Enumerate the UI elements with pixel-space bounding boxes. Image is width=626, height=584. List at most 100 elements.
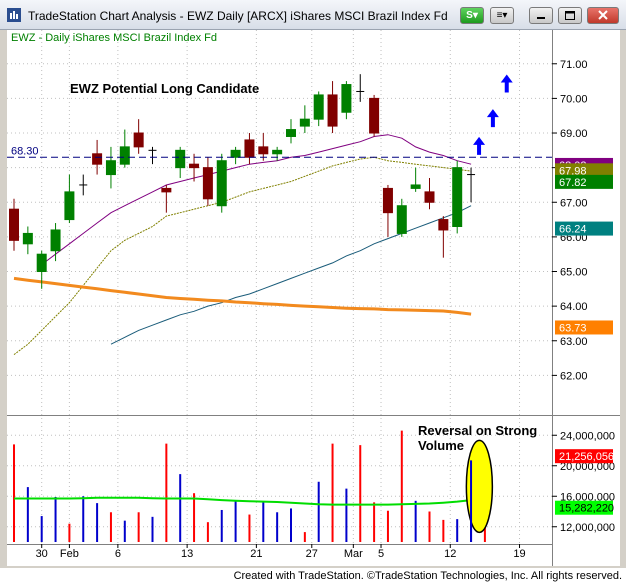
- candle-body: [105, 160, 116, 176]
- date-tick-label: 19: [513, 548, 525, 560]
- candle-body: [258, 146, 269, 155]
- candle-body: [50, 229, 61, 252]
- candle-body: [369, 97, 380, 134]
- moving-average-line-3: [110, 205, 472, 345]
- candle-body: [189, 163, 200, 169]
- date-axis-background: [7, 544, 620, 566]
- candle-body: [313, 94, 324, 120]
- tradestation-app-icon: [7, 8, 21, 22]
- date-tick-label: 13: [181, 548, 193, 560]
- candle-body: [424, 191, 435, 203]
- candle-body: [36, 253, 47, 273]
- chart-header-label: EWZ - Daily iShares MSCI Brazil Index Fd: [11, 32, 217, 44]
- price-tick-label: 69.00: [560, 128, 588, 140]
- candle-body: [396, 205, 407, 234]
- chart-area[interactable]: 68.30 62.0063.0064.0065.0066.0067.0068.0…: [0, 30, 626, 568]
- candle-body: [341, 84, 352, 113]
- candle-body: [64, 191, 75, 221]
- reference-line: 68.30: [7, 145, 552, 158]
- candlesticks: [9, 74, 476, 289]
- close-icon: [598, 10, 608, 20]
- arrows: [473, 74, 513, 155]
- volume-tag-1-box: [555, 449, 613, 464]
- price-tag-3-label: 67.82: [559, 177, 587, 189]
- reference-line-label: 68.30: [11, 145, 39, 157]
- candle-body: [299, 118, 310, 127]
- price-tag-2-label: 67.98: [559, 165, 587, 177]
- moving-average-line-1: [41, 134, 472, 265]
- candle-body: [202, 167, 213, 200]
- volume-bars: [13, 430, 494, 542]
- volume-tick-label: 24,000,000: [560, 430, 615, 442]
- candle-body: [175, 149, 186, 169]
- candle-body: [133, 132, 144, 148]
- volume-tag-1-label: 21,256,056: [559, 451, 614, 463]
- price-tags: 68.0267.9867.8266.2463.7321,256,05615,28…: [555, 157, 614, 515]
- date-tick-label: 21: [250, 548, 262, 560]
- price-tick-label: 65.00: [560, 267, 588, 279]
- candle-body: [244, 139, 255, 158]
- date-tick-label: 30: [36, 548, 48, 560]
- price-tick-label: 67.00: [560, 197, 588, 209]
- candle-body: [9, 208, 19, 241]
- candle-body: [22, 232, 33, 245]
- up-arrow-icon: [486, 109, 499, 128]
- candle-body: [438, 219, 449, 231]
- price-tag-3-box: [555, 174, 613, 189]
- volume-tick-label: 16,000,000: [560, 491, 615, 503]
- price-tick-label: 70.00: [560, 93, 588, 105]
- up-arrow-icon: [473, 136, 486, 155]
- chevron-down-icon: ▾: [472, 10, 478, 21]
- reversal-highlight-ellipse: [465, 439, 494, 534]
- date-tick-label: 6: [115, 548, 121, 560]
- minimize-button[interactable]: [529, 7, 553, 24]
- chevron-down-icon: ▾: [502, 10, 508, 21]
- price-tag-5-label: 63.73: [559, 322, 587, 334]
- view-menu-button[interactable]: ≡▾: [490, 7, 514, 24]
- symbol-link-label: S: [466, 10, 473, 21]
- candle-body: [119, 146, 130, 165]
- candle-body: [216, 160, 227, 207]
- candle-body: [92, 153, 103, 165]
- price-tag-4-label: 66.24: [559, 224, 587, 236]
- price-tag-4-box: [555, 221, 613, 236]
- candle-body: [286, 129, 296, 137]
- moving-average-line-2: [13, 156, 472, 356]
- minimize-icon: [537, 17, 545, 19]
- price-tick-label: 63.00: [560, 336, 588, 348]
- volume-tick-label: 20,000,000: [560, 461, 615, 473]
- volume-tick-label: 12,000,000: [560, 522, 615, 534]
- candle-body: [272, 149, 283, 155]
- title-bar[interactable]: TradeStation Chart Analysis - EWZ Daily …: [0, 0, 626, 30]
- volume-tag-2-label: 15,282,220: [559, 503, 614, 515]
- date-tick-label: 27: [306, 548, 318, 560]
- volume-tag-2-box: [555, 500, 613, 515]
- up-arrow-icon: [500, 74, 513, 93]
- price-tick-label: 71.00: [560, 59, 588, 71]
- chart-window: TradeStation Chart Analysis - EWZ Daily …: [0, 0, 626, 568]
- volume-annotation-line2: Volume: [418, 438, 464, 453]
- candle-body: [382, 187, 393, 214]
- price-tag-5-box: [555, 320, 613, 335]
- candle-body: [452, 167, 463, 227]
- date-tick-label: Mar: [344, 548, 363, 560]
- grid-lines: [7, 30, 552, 544]
- moving-average-line-4: [13, 276, 472, 316]
- candle-body: [410, 184, 421, 189]
- close-button[interactable]: [587, 7, 619, 24]
- bars-icon: ≡: [496, 10, 503, 21]
- date-tick-label: Feb: [60, 548, 79, 560]
- price-tick-label: 64.00: [560, 301, 588, 313]
- maximize-icon: [565, 11, 575, 20]
- maximize-button[interactable]: [558, 7, 582, 24]
- symbol-link-button[interactable]: S▾: [460, 7, 484, 24]
- volume-annotation-line1: Reversal on Strong: [418, 423, 537, 438]
- price-tag-2-box: [555, 163, 613, 178]
- volume-average-line: [14, 496, 485, 506]
- moving-averages: [13, 134, 472, 356]
- chart-title: EWZ Potential Long Candidate: [70, 81, 259, 96]
- date-tick-label: 5: [378, 548, 384, 560]
- footer: Created with TradeStation. ©TradeStation…: [0, 568, 626, 584]
- footer-text: Created with TradeStation. ©TradeStation…: [233, 570, 622, 582]
- candle-body: [327, 94, 338, 127]
